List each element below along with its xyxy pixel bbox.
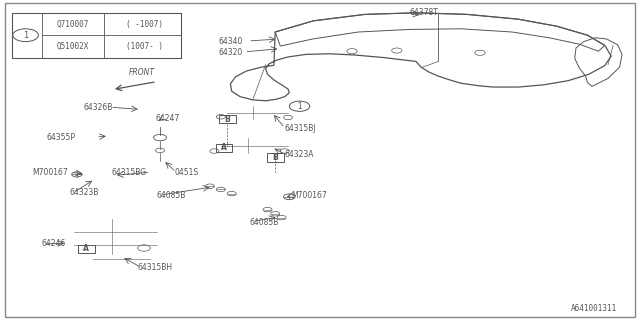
Text: Q51002X: Q51002X [57,42,89,51]
Text: Q710007: Q710007 [57,20,89,28]
Text: 64326B: 64326B [83,103,113,112]
Text: 64323A: 64323A [285,150,314,159]
Text: ( -1007): ( -1007) [125,20,163,28]
Bar [12,13,181,58]
Text: B: B [273,153,278,162]
Text: M700167: M700167 [291,191,327,200]
Bar [78,245,95,253]
Text: 64340: 64340 [219,37,243,46]
Text: A: A [221,143,227,152]
Text: 1: 1 [297,102,302,111]
Text: FRONT: FRONT [129,68,155,77]
Text: 64378T: 64378T [410,8,438,17]
Text: 64315BG: 64315BG [112,168,147,177]
Text: (1007- ): (1007- ) [125,42,163,51]
Text: 64320: 64320 [219,48,243,57]
Text: A641001311: A641001311 [572,304,618,313]
Text: 64247: 64247 [156,114,180,123]
Text: 64085B: 64085B [250,218,279,227]
Text: B: B [225,115,230,124]
Bar [267,153,284,162]
Text: 0451S: 0451S [174,168,198,177]
Text: M700167: M700167 [32,168,68,177]
Bar [219,115,236,123]
Text: 1: 1 [23,31,28,40]
Text: 64315BH: 64315BH [138,263,173,272]
Text: 64315BJ: 64315BJ [285,124,316,132]
Text: 64323B: 64323B [69,188,99,197]
Text: 64246: 64246 [42,239,66,248]
Text: 64085B: 64085B [157,191,186,200]
Bar [216,144,232,152]
Text: A: A [83,244,90,253]
Text: 64355P: 64355P [46,133,75,142]
